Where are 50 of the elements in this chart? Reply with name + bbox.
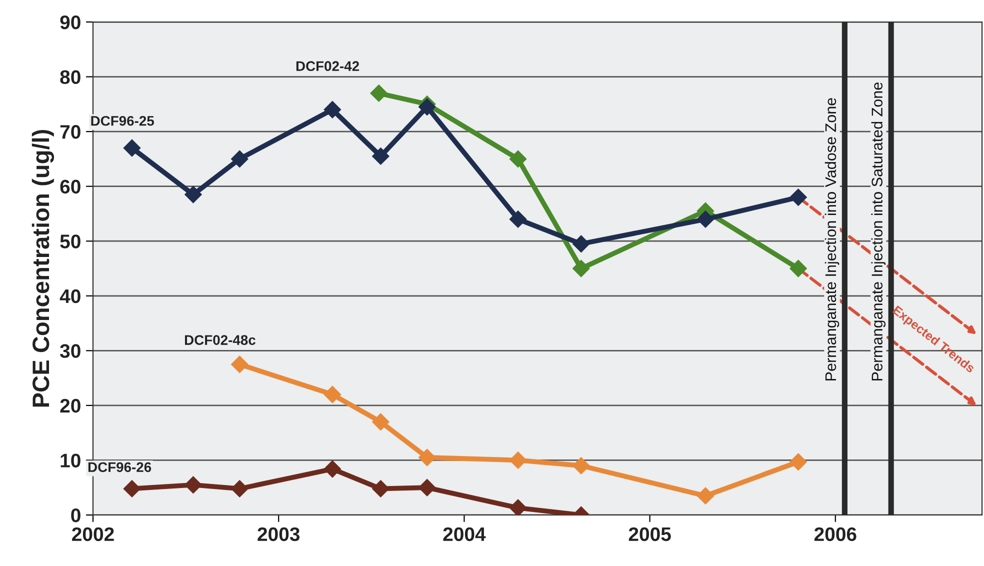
point bbox=[184, 476, 202, 494]
point bbox=[696, 487, 714, 504]
point bbox=[231, 480, 248, 498]
x-tick-label: 2003 bbox=[258, 527, 300, 542]
y-axis-title: PCE Concentration (ug/l) bbox=[32, 130, 54, 407]
point bbox=[572, 457, 590, 474]
series-label: DCF02-48c bbox=[185, 335, 256, 345]
point bbox=[696, 210, 714, 228]
y-tick-label: 80 bbox=[60, 70, 80, 84]
y-tick-label: 70 bbox=[60, 125, 80, 139]
point bbox=[372, 480, 390, 498]
point bbox=[418, 448, 436, 466]
y-tick-label: 60 bbox=[60, 180, 80, 194]
y-tick-label: 20 bbox=[60, 398, 80, 413]
point bbox=[324, 386, 341, 404]
point bbox=[572, 235, 590, 252]
point bbox=[509, 210, 527, 228]
point bbox=[572, 260, 590, 278]
y-tick-label: 90 bbox=[60, 15, 80, 30]
point bbox=[790, 453, 807, 470]
point bbox=[123, 480, 141, 498]
point bbox=[324, 460, 341, 478]
series-label: DCF96-26 bbox=[88, 462, 152, 472]
point bbox=[231, 356, 248, 373]
point bbox=[790, 188, 807, 206]
y-tick-label: 30 bbox=[60, 344, 80, 358]
point bbox=[418, 479, 436, 496]
x-tick-label: 2005 bbox=[628, 527, 671, 542]
point bbox=[509, 452, 527, 469]
point bbox=[372, 148, 390, 165]
ref-line-label: Permanganate Injection into Vadose Zone bbox=[824, 98, 840, 380]
series-label: DCF02-42 bbox=[296, 61, 360, 72]
y-tick-label: 50 bbox=[60, 234, 80, 248]
point bbox=[370, 84, 388, 102]
point bbox=[123, 139, 141, 157]
x-tick-label: 2002 bbox=[72, 527, 114, 542]
series-label: DCF96-25 bbox=[91, 116, 154, 126]
point bbox=[509, 499, 527, 515]
x-tick-label: 2004 bbox=[443, 527, 486, 542]
point bbox=[184, 186, 202, 204]
point bbox=[509, 150, 527, 168]
point bbox=[790, 260, 807, 278]
ref-line-label: Permanganate Injection into Saturated Zone bbox=[871, 82, 886, 380]
y-tick-label: 0 bbox=[71, 508, 80, 522]
y-tick-label: 40 bbox=[60, 289, 80, 304]
point bbox=[372, 413, 390, 430]
point bbox=[324, 101, 341, 118]
x-tick-label: 2006 bbox=[814, 527, 856, 542]
y-tick-label: 10 bbox=[60, 454, 80, 468]
point bbox=[231, 150, 248, 168]
